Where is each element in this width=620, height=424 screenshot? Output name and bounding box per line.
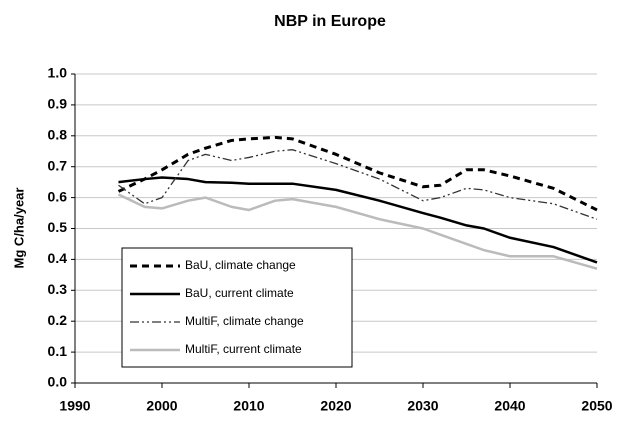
series-line xyxy=(117,135,598,212)
legend-label: MultiF, current climate xyxy=(185,342,302,356)
y-tick-label: 0.1 xyxy=(48,343,68,359)
legend-label: BaU, current climate xyxy=(185,286,294,300)
y-tick-label: 0.5 xyxy=(48,219,68,235)
y-tick-label: 0.6 xyxy=(48,188,68,204)
x-tick-label: 1990 xyxy=(59,398,90,414)
y-tick-label: 0.3 xyxy=(48,281,68,297)
y-tick-label: 0.4 xyxy=(48,250,68,266)
chart-title: NBP in Europe xyxy=(274,13,386,30)
series-line xyxy=(117,193,598,270)
series-line xyxy=(118,176,598,264)
y-tick-label: 1.0 xyxy=(48,65,68,81)
x-tick-label: 2000 xyxy=(146,398,177,414)
legend-label: BaU, climate change xyxy=(185,258,296,272)
series-line xyxy=(118,149,598,220)
x-tick-label: 2010 xyxy=(233,398,264,414)
x-tick-label: 2030 xyxy=(407,398,438,414)
y-tick-label: 0.7 xyxy=(48,157,68,173)
y-tick-label: 0.0 xyxy=(48,374,68,390)
x-tick-label: 2040 xyxy=(494,398,525,414)
x-tick-label: 2020 xyxy=(320,398,351,414)
y-tick-label: 0.9 xyxy=(48,96,68,112)
y-tick-label: 0.2 xyxy=(48,312,68,328)
x-tick-label: 2050 xyxy=(581,398,612,414)
legend-label: MultiF, climate change xyxy=(185,314,304,328)
y-tick-label: 0.8 xyxy=(48,127,68,143)
legend-box xyxy=(121,247,353,368)
y-axis-label: Mg C/ha/year xyxy=(11,188,26,269)
